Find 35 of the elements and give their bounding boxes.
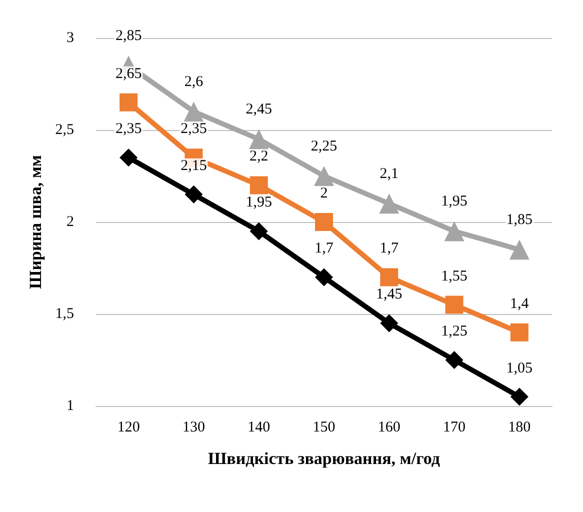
data-label: 2,35 [180,121,207,138]
y-tick-label: 2,5 [55,122,74,138]
data-label: 1,45 [376,286,402,303]
data-label: 2,1 [380,166,399,182]
x-tick-label: 160 [378,420,400,436]
data-label: 2,45 [246,102,272,118]
data-label: 2,6 [184,74,204,90]
x-tick-label: 150 [312,420,336,436]
data-label: 2,65 [115,66,142,82]
data-label: 1,7 [380,240,400,257]
y-tick-label: 3 [66,30,74,46]
data-label: 1,7 [314,240,334,257]
x-tick-label: 180 [508,420,531,436]
data-label: 1,95 [246,194,272,211]
data-label: 2,25 [310,138,338,154]
data-label: 2,85 [115,28,142,44]
data-label: 1,25 [441,324,468,340]
data-label: 2,35 [115,121,142,138]
x-tick-label: 170 [443,420,466,436]
data-label: 1,95 [441,194,468,210]
y-tick-label: 1,5 [55,306,74,322]
data-label: 1,85 [506,212,533,228]
data-label: 2,15 [180,158,207,174]
data-label: 1,55 [441,268,468,284]
x-tick-label: 140 [248,420,270,436]
data-label: 1,05 [506,360,533,376]
x-tick-label: 130 [182,420,205,436]
y-axis-title: Ширина шва, мм [26,154,45,289]
data-label: 2 [320,186,328,202]
y-tick-label: 2 [66,214,74,230]
data-label: 1,4 [510,296,530,312]
data-label: 2,2 [249,148,268,165]
y-tick-label: 1 [66,398,74,414]
x-axis-title: Швидкість зварювання, м/год [208,449,440,468]
x-tick-label: 120 [117,420,140,436]
